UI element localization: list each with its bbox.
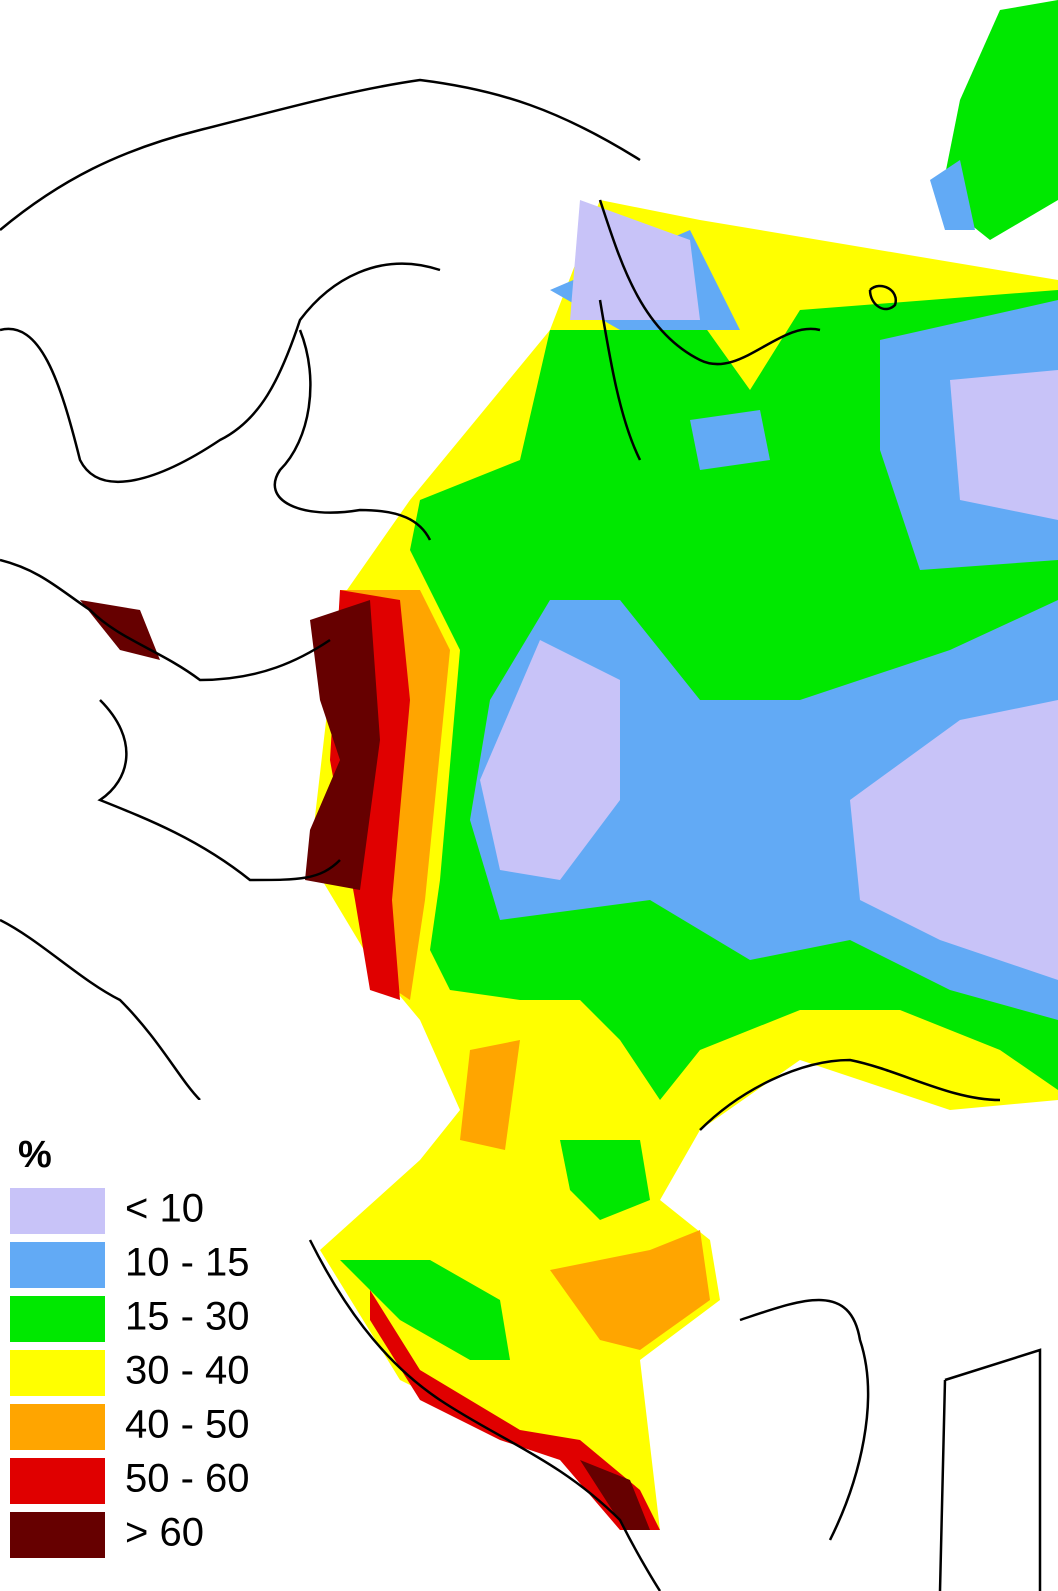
coastlines: [0, 78, 1042, 1591]
legend-swatch: [10, 1188, 105, 1234]
legend-swatch: [10, 1458, 105, 1504]
legend-swatch: [10, 1242, 105, 1288]
legend-swatch: [10, 1296, 105, 1342]
legend-title: %: [18, 1134, 52, 1176]
legend-label: < 10: [125, 1187, 204, 1231]
legend-label: 10 - 15: [125, 1241, 250, 1285]
legend-label: 15 - 30: [125, 1295, 250, 1339]
legend: % < 10 10 - 15 15 - 30 30 - 40 40 - 50 50 - 6…: [10, 1134, 250, 1558]
legend-label: 50 - 60: [125, 1457, 250, 1501]
legend-label: > 60: [125, 1511, 204, 1555]
legend-label: 30 - 40: [125, 1349, 250, 1393]
legend-swatch: [10, 1512, 105, 1558]
legend-label: 40 - 50: [125, 1403, 250, 1447]
map-fill: [80, 0, 1058, 1530]
legend-background: [0, 1100, 300, 1591]
legend-swatch: [10, 1404, 105, 1450]
legend-swatch: [10, 1350, 105, 1396]
